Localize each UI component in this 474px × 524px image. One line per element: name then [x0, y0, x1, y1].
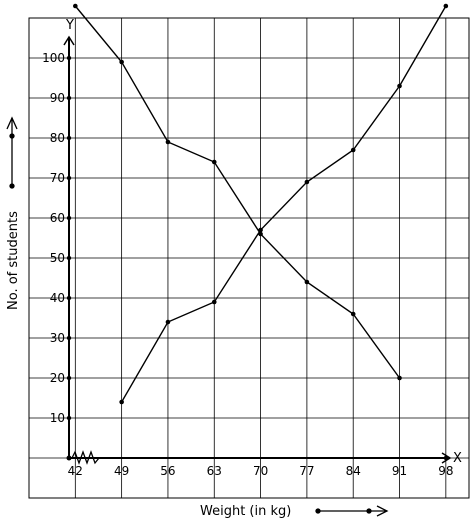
y-tick-mark: [66, 295, 72, 301]
y-tick-mark: [66, 255, 72, 261]
y-tick-label: 40: [50, 291, 65, 305]
y-tick-label: 20: [50, 371, 65, 385]
y-tick-mark: [66, 95, 72, 101]
x-tick-label: 98: [438, 464, 453, 478]
axes: [63, 35, 452, 464]
y-tick-label: 80: [50, 131, 65, 145]
x-direction-arrow: [315, 505, 389, 517]
data-point: [443, 3, 449, 9]
y-tick-mark: [66, 175, 72, 181]
data-point: [304, 279, 310, 285]
y-tick-mark: [66, 55, 72, 61]
data-point: [258, 227, 263, 233]
data-point: [397, 83, 402, 89]
x-tick-label: 56: [160, 464, 175, 478]
y-tick-label: 100: [42, 51, 65, 65]
x-tick-label: 70: [253, 464, 268, 478]
data-point: [119, 59, 124, 65]
y-axis-label: No. of students: [6, 211, 21, 310]
y-tick-label: 10: [50, 411, 65, 425]
x-tick-label: 49: [114, 464, 129, 478]
x-tick-label: 77: [299, 464, 314, 478]
y-tick-label: 70: [50, 171, 65, 185]
y-axis-arrowhead: [63, 35, 75, 46]
x-axis-arrowhead: [441, 452, 452, 464]
data-point: [350, 147, 356, 153]
x-tick-label: 84: [346, 464, 361, 478]
y-tick-mark: [66, 375, 72, 381]
data-point: [397, 375, 402, 381]
y-tick-label: 60: [50, 211, 65, 225]
y-tick-mark: [66, 415, 72, 421]
x-tick-label: 91: [392, 464, 407, 478]
x-end-mark: [443, 455, 449, 461]
x-axis-letter: X: [453, 451, 462, 466]
y-tick-label: 50: [50, 251, 65, 265]
y-tick-label: 90: [50, 91, 65, 105]
tick-labels: 42 49 56 63 70 77 84 91 98 10 20 30 40 50 60 70 80 90 100: [42, 51, 453, 478]
series-line-2: [121, 5, 447, 403]
y-direction-arrow: [6, 116, 18, 189]
grid: [28, 17, 470, 499]
data-point: [211, 159, 217, 165]
y-tick-label: 30: [50, 331, 65, 345]
x-axis-label: Weight (in kg): [200, 504, 291, 519]
y-axis-letter: Y: [65, 18, 74, 33]
data-point: [165, 319, 171, 325]
data-point: [119, 399, 124, 405]
x-tick-label: 42: [68, 464, 83, 478]
origin-point: [66, 455, 72, 461]
series-layer: [73, 3, 449, 405]
data-point: [304, 179, 310, 185]
y-tick-mark: [66, 135, 72, 141]
data-point: [211, 299, 217, 305]
data-point: [73, 3, 78, 9]
data-point: [165, 139, 171, 145]
x-tick-label: 63: [207, 464, 222, 478]
series-line-1: [74, 5, 401, 379]
x-axis-break: [71, 450, 100, 465]
y-tick-mark: [66, 215, 72, 221]
data-point: [350, 311, 356, 317]
y-tick-mark: [66, 335, 72, 341]
